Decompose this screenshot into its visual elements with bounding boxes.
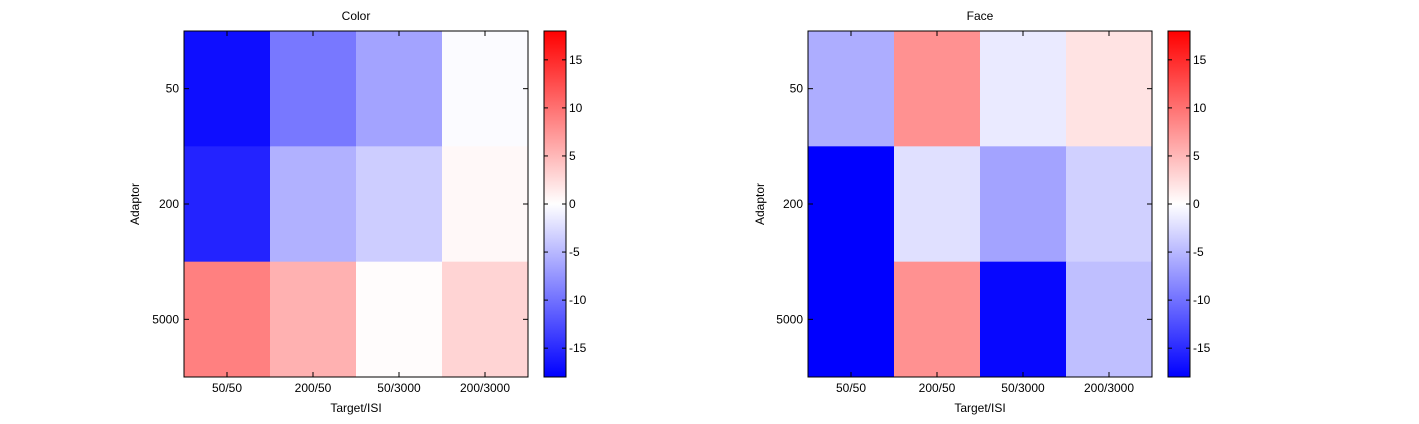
colorbar-tick-label: 10 xyxy=(569,101,583,115)
heatmap-panel-color: Color 50/50 200/50 50/3000 200/3000 5020050… xyxy=(128,9,587,415)
x-tick-label: 50/3000 xyxy=(377,381,421,395)
y-tick-label: 5000 xyxy=(152,312,179,326)
colorbar-tick-label: -5 xyxy=(569,245,580,259)
chart-title: Color xyxy=(342,9,371,23)
x-tick-label: 200/50 xyxy=(919,381,956,395)
heatmap-cell xyxy=(442,146,529,263)
x-axis-label: Target/ISI xyxy=(954,401,1005,415)
colorbar-ticks: -15 -10 -5 0 5 10 15 xyxy=(544,53,587,355)
colorbar-tick-label: -5 xyxy=(1193,245,1204,259)
heatmap-cell xyxy=(1066,146,1153,263)
x-tick-label: 200/3000 xyxy=(1084,381,1134,395)
y-tick-label: 50 xyxy=(166,82,180,96)
colorbar-tick-label: 5 xyxy=(569,149,576,163)
heatmap-cell xyxy=(270,31,357,147)
heatmap-cell xyxy=(894,146,981,263)
colorbar-tick-label: 0 xyxy=(569,197,576,211)
y-ticks: 50 200 5000 xyxy=(152,82,528,326)
chart-title: Face xyxy=(967,9,994,23)
heatmap-cell xyxy=(980,31,1067,147)
heatmap-cell xyxy=(980,261,1067,378)
heatmap-cell xyxy=(184,31,271,147)
colorbar-tick-label: 15 xyxy=(1193,53,1207,67)
heatmap-cell xyxy=(356,146,443,263)
x-tick-label: 200/50 xyxy=(295,381,332,395)
y-tick-label: 200 xyxy=(159,197,179,211)
colorbar: -15 -10 -5 0 5 10 15 xyxy=(543,30,587,378)
colorbar-tick-label: -10 xyxy=(569,293,587,307)
heatmap-cell xyxy=(356,31,443,147)
heatmap-cell xyxy=(1066,31,1153,147)
colorbar-tick-label: -15 xyxy=(569,341,587,355)
colorbar-ticks: -15 -10 -5 0 5 10 15 xyxy=(1168,53,1211,355)
heatmap-cell xyxy=(270,146,357,263)
x-tick-label: 200/3000 xyxy=(460,381,510,395)
y-tick-label: 5000 xyxy=(776,312,803,326)
heatmap-cell xyxy=(808,146,895,263)
colorbar-tick-label: 5 xyxy=(1193,149,1200,163)
heatmap-cell xyxy=(356,261,443,378)
heatmap-cells xyxy=(808,31,1153,378)
colorbar-tick-label: 10 xyxy=(1193,101,1207,115)
heatmap-cell xyxy=(808,31,895,147)
x-ticks: 50/50 200/50 50/3000 200/3000 xyxy=(212,31,510,395)
colorbar-tick-label: 15 xyxy=(569,53,583,67)
heatmap-cell xyxy=(894,31,981,147)
heatmap-cell xyxy=(270,261,357,378)
heatmap-cell xyxy=(442,261,529,378)
heatmap-cell xyxy=(442,31,529,147)
heatmap-cell xyxy=(184,146,271,263)
heatmap-cell xyxy=(808,261,895,378)
x-ticks: 50/50 200/50 50/3000 200/3000 xyxy=(836,31,1134,395)
x-axis-label: Target/ISI xyxy=(330,401,381,415)
colorbar-tick-label: 0 xyxy=(1193,197,1200,211)
heatmap-cell xyxy=(894,261,981,378)
y-tick-label: 200 xyxy=(783,197,803,211)
y-ticks: 50 200 5000 xyxy=(776,82,1152,326)
colorbar-tick-label: -15 xyxy=(1193,341,1211,355)
heatmap-panel-face: Face 50/50 200/50 50/3000 200/3000 50200500… xyxy=(753,9,1211,415)
heatmap-cell xyxy=(980,146,1067,263)
heatmap-cell xyxy=(184,261,271,378)
heatmap-cell xyxy=(1066,261,1153,378)
x-tick-label: 50/3000 xyxy=(1001,381,1045,395)
colorbar-tick-label: -10 xyxy=(1193,293,1211,307)
colorbar: -15 -10 -5 0 5 10 15 xyxy=(1167,30,1211,378)
heatmap-cells xyxy=(184,31,529,378)
y-tick-label: 50 xyxy=(790,82,804,96)
y-axis-label: Adaptor xyxy=(128,183,142,225)
x-tick-label: 50/50 xyxy=(836,381,866,395)
x-tick-label: 50/50 xyxy=(212,381,242,395)
y-axis-label: Adaptor xyxy=(753,183,767,225)
